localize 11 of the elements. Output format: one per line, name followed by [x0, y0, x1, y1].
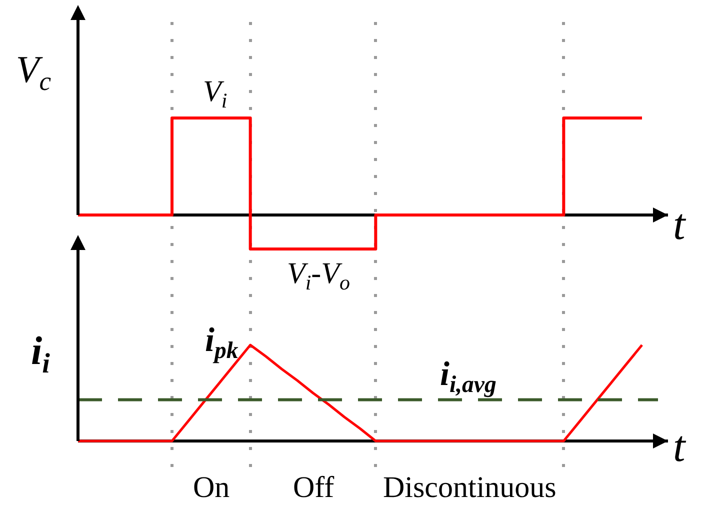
ref-line-label: i$_{i,avg}$ [440, 356, 496, 398]
text: Off [293, 471, 334, 504]
y-axis-title: i$_{i}$ [31, 328, 50, 380]
annotation: V$_{i}$-V$_{o}$ [287, 257, 350, 294]
x-axis-title: t [673, 200, 687, 249]
y-axis-title: V$_{c}$ [16, 49, 52, 96]
x-axis-title: t [673, 422, 687, 471]
annotation: i$_{pk}$ [205, 322, 238, 364]
text: On [193, 471, 230, 504]
text: Discontinuous [383, 471, 556, 504]
annotation: V$_{i}$ [203, 75, 228, 112]
